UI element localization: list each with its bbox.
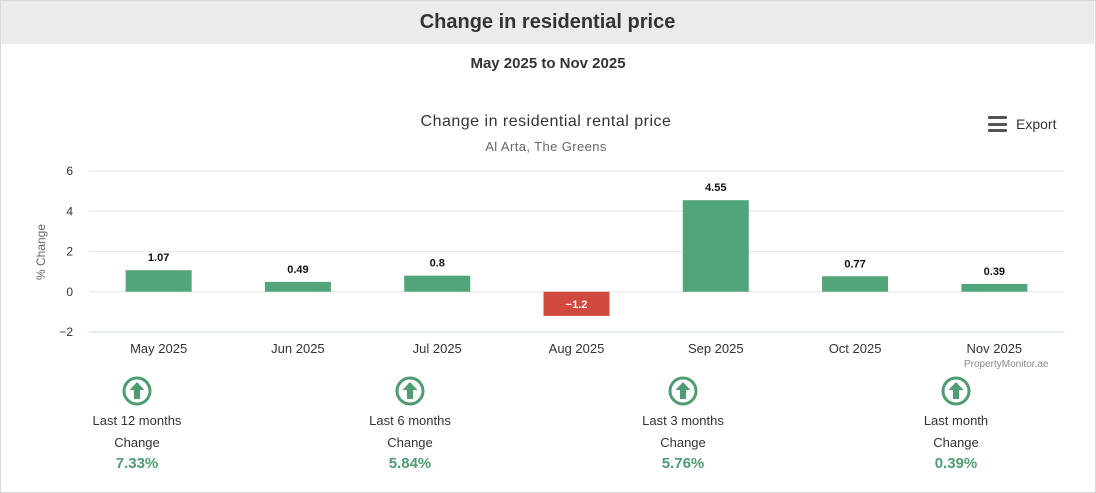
bar: [404, 275, 471, 292]
summary-last-12-months: Last 12 months Change 7.33%: [47, 376, 227, 473]
summary-label: Change: [660, 435, 706, 450]
bar: [264, 281, 331, 292]
data-label: 0.8: [430, 258, 445, 270]
data-label: 1.07: [148, 252, 169, 264]
chart-title: Change in residential rental price: [421, 113, 672, 130]
summary-last-month: Last month Change 0.39%: [866, 376, 1046, 473]
up-arrow-circle-icon: [395, 376, 425, 406]
x-tick-label: Jul 2025: [413, 341, 462, 356]
summary-value: 5.84%: [388, 455, 432, 472]
up-arrow-circle-icon: [122, 376, 152, 406]
summary-value: 0.39%: [934, 455, 978, 472]
x-tick-label: May 2025: [130, 341, 187, 356]
hamburger-menu-icon: [988, 116, 1007, 132]
summary-period: Last 3 months: [642, 413, 724, 428]
y-tick-label: 6: [66, 164, 73, 178]
summary-period: Last 12 months: [92, 413, 182, 428]
export-button[interactable]: Export: [988, 116, 1056, 132]
summary-label: Change: [387, 435, 433, 450]
data-label: 4.55: [705, 182, 726, 194]
chart-subtitle: Al Arta, The Greens: [485, 139, 607, 154]
bar: [682, 200, 749, 292]
date-range: May 2025 to Nov 2025: [470, 55, 626, 72]
summary-label: Change: [114, 435, 160, 450]
x-tick-label: Nov 2025: [967, 341, 1023, 356]
data-label: 0.39: [984, 266, 1005, 278]
up-arrow-circle-icon: [668, 376, 698, 406]
y-tick-label: 2: [66, 245, 73, 259]
x-tick-label: Aug 2025: [549, 341, 605, 356]
summary-last-6-months: Last 6 months Change 5.84%: [320, 376, 500, 473]
bar: [961, 283, 1028, 292]
data-label: −1.2: [566, 299, 588, 311]
y-axis-label: % Change: [34, 224, 48, 280]
data-label: 0.49: [287, 264, 308, 276]
bar: [125, 270, 192, 292]
data-label: 0.77: [844, 258, 865, 270]
x-tick-label: Oct 2025: [829, 341, 882, 356]
x-tick-label: Sep 2025: [688, 341, 744, 356]
summary-value: 5.76%: [661, 455, 705, 472]
summary-last-3-months: Last 3 months Change 5.76%: [593, 376, 773, 473]
summary-label: Change: [933, 435, 979, 450]
watermark[interactable]: PropertyMonitor.ae: [964, 359, 1049, 370]
y-tick-label: −2: [59, 325, 73, 339]
summary-value: 7.33%: [115, 455, 159, 472]
summary-period: Last 6 months: [369, 413, 451, 428]
y-tick-label: 0: [66, 285, 73, 299]
x-tick-label: Jun 2025: [271, 341, 325, 356]
bar: [543, 291, 610, 316]
bar: [822, 276, 889, 292]
summary-period: Last month: [923, 413, 989, 428]
y-tick-label: 4: [66, 204, 73, 218]
export-label: Export: [1016, 116, 1057, 132]
page-title: Change in residential price: [419, 11, 676, 33]
up-arrow-circle-icon: [941, 376, 971, 406]
header-bar: Change in residential price: [1, 1, 1094, 44]
